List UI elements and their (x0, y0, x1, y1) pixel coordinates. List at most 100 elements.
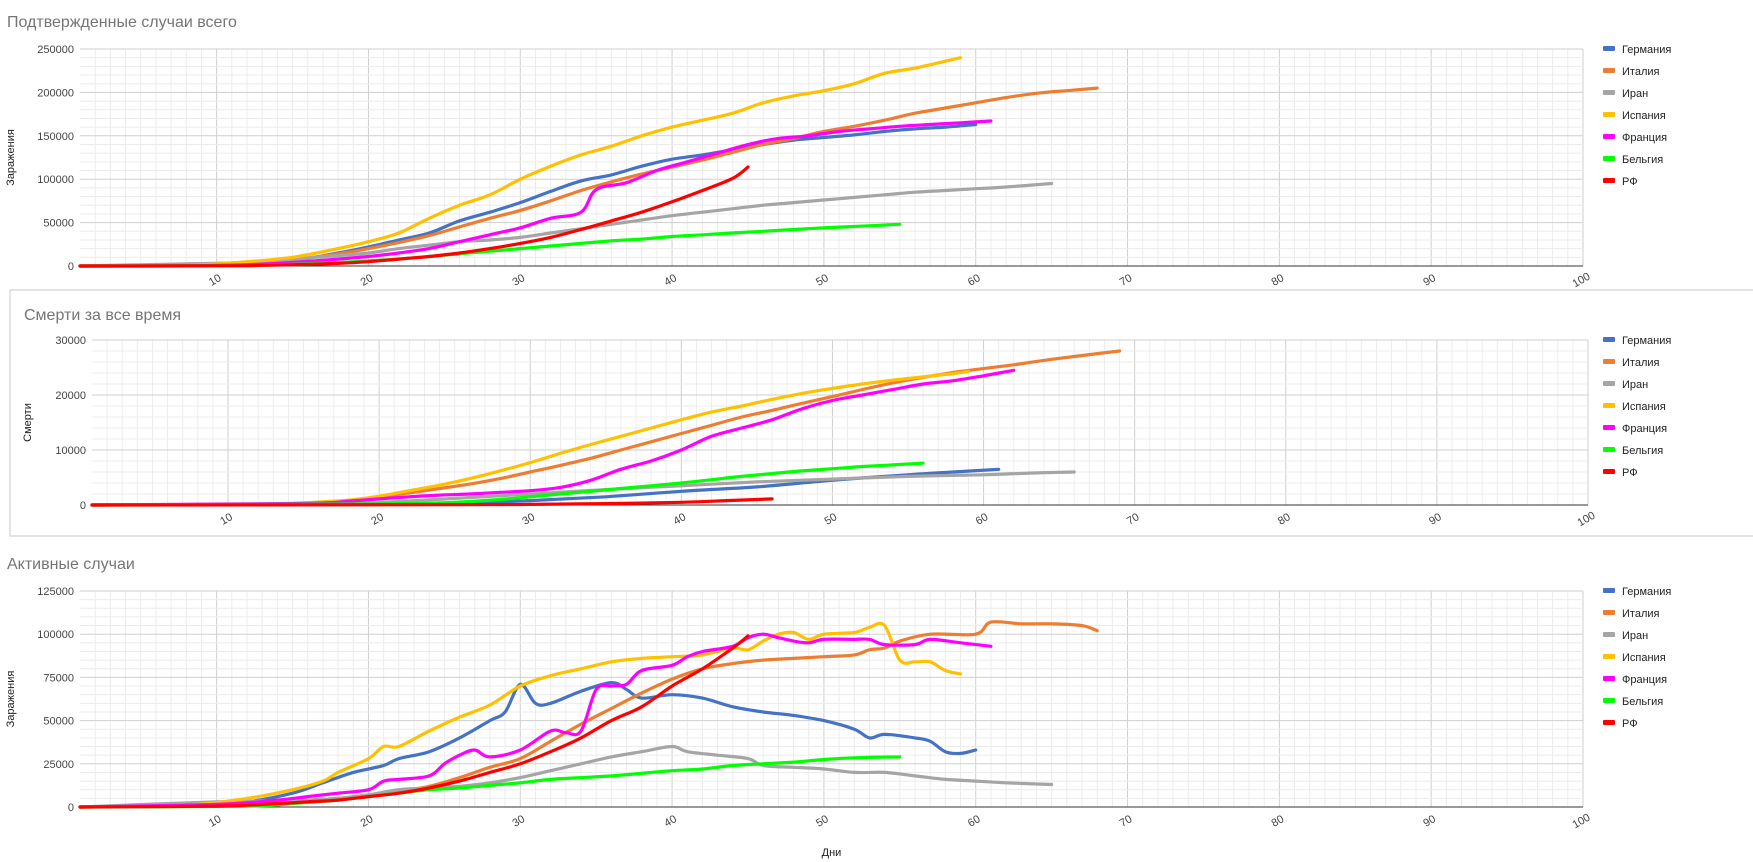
legend-label: Иран (1622, 379, 1648, 391)
legend-swatch (1603, 469, 1615, 474)
y-tick-label: 30000 (55, 335, 86, 347)
legend-label: РФ (1622, 467, 1638, 479)
x-tick-label: 50 (814, 272, 831, 289)
x-tick-label: 20 (359, 272, 376, 289)
legend-label: Испания (1622, 401, 1666, 413)
legend: Германия Италия Иран Испания Франция Бельгия Р… (1603, 44, 1671, 188)
legend-label: Испания (1622, 652, 1666, 664)
chart-title: Активные случаи (7, 556, 135, 573)
y-tick-label: 10000 (55, 445, 86, 457)
x-tick-label: 30 (510, 813, 527, 830)
legend-label: Бельгия (1622, 154, 1663, 166)
legend-swatch (1603, 46, 1615, 51)
series-line (90, 461, 925, 507)
legend-label: Иран (1622, 88, 1648, 100)
legend-label: Италия (1622, 66, 1660, 78)
legend-swatch (1603, 90, 1615, 95)
x-tick-label: 70 (1118, 813, 1135, 830)
x-tick-label: 60 (974, 511, 991, 528)
x-tick-label: 10 (218, 511, 235, 528)
chart-title: Смерти за все время (24, 307, 181, 324)
legend-label: Бельгия (1622, 696, 1663, 708)
x-tick-label: 10 (207, 813, 224, 830)
x-tick-label: 60 (966, 813, 983, 830)
y-tick-label: 150000 (37, 131, 74, 143)
y-tick-label: 125000 (37, 586, 74, 598)
legend-swatch (1603, 359, 1615, 364)
x-tick-label: 70 (1118, 272, 1135, 289)
series-line (90, 470, 1076, 507)
x-tick-label: 40 (662, 813, 679, 830)
series-line (90, 369, 970, 507)
y-tick-label: 20000 (55, 390, 86, 402)
legend: Германия Италия Иран Испания Франция Бельгия Р… (1603, 586, 1671, 730)
series-line (78, 621, 963, 809)
legend-label: Германия (1622, 586, 1671, 598)
series-line (78, 122, 978, 268)
legend-swatch (1603, 403, 1615, 408)
x-tick-label: 100 (1571, 271, 1593, 291)
y-axis-title: Смерти (22, 403, 34, 442)
legend-swatch (1603, 632, 1615, 637)
legend-label: Германия (1622, 44, 1671, 56)
legend-label: РФ (1622, 718, 1638, 730)
y-tick-label: 0 (68, 261, 74, 273)
y-tick-label: 200000 (37, 87, 74, 99)
legend: Германия Италия Иран Испания Франция Бельгия Р… (1603, 335, 1671, 479)
legend-swatch (1603, 134, 1615, 139)
y-tick-label: 50000 (43, 716, 74, 728)
chart-3: Активные случаи 0 25000 50000 75000 100000 125… (5, 556, 1671, 859)
series-line (78, 165, 750, 268)
grid (92, 339, 1589, 506)
series-line (90, 497, 774, 507)
y-axis-title: Заражения (5, 671, 17, 728)
legend-swatch (1603, 425, 1615, 430)
x-tick-label: 50 (823, 511, 840, 528)
x-tick-label: 90 (1427, 511, 1444, 528)
chart-title: Подтвержденные случаи всего (7, 14, 237, 31)
legend-swatch (1603, 720, 1615, 725)
x-axis-title: Дни (822, 847, 842, 859)
series-line (78, 119, 993, 268)
legend-label: Германия (1622, 335, 1671, 347)
y-tick-label: 250000 (37, 44, 74, 56)
series-line (78, 181, 1054, 268)
legend-label: Иран (1622, 630, 1648, 642)
legend-swatch (1603, 447, 1615, 452)
series-line (78, 86, 1099, 268)
x-tick-label: 20 (369, 511, 386, 528)
grid (80, 48, 1584, 267)
series-line (78, 744, 1054, 809)
x-tick-label: 100 (1576, 510, 1598, 530)
y-tick-label: 0 (68, 802, 74, 814)
series-line (90, 368, 1016, 507)
y-tick-label: 100000 (37, 629, 74, 641)
y-tick-label: 25000 (43, 759, 74, 771)
legend-swatch (1603, 654, 1615, 659)
legend-label: Италия (1622, 608, 1660, 620)
x-tick-label: 30 (510, 272, 527, 289)
legend-label: Франция (1622, 423, 1667, 435)
x-tick-label: 100 (1571, 812, 1593, 832)
chart-2: Смерти за все время 0 10000 20000 30000 10 20 3… (9, 289, 1753, 537)
legend-swatch (1603, 68, 1615, 73)
legend-swatch (1603, 676, 1615, 681)
y-axis-title: Заражения (5, 129, 17, 186)
series-line (78, 681, 978, 809)
x-tick-label: 30 (520, 511, 537, 528)
y-tick-label: 75000 (43, 672, 74, 684)
legend-label: Франция (1622, 132, 1667, 144)
x-tick-label: 20 (359, 813, 376, 830)
series-line (78, 56, 963, 268)
series-line (78, 632, 993, 809)
x-tick-label: 90 (1421, 813, 1438, 830)
grid (80, 590, 1584, 808)
legend-label: Испания (1622, 110, 1666, 122)
legend-swatch (1603, 337, 1615, 342)
x-tick-label: 50 (814, 813, 831, 830)
legend-swatch (1603, 112, 1615, 117)
x-tick-label: 80 (1270, 272, 1287, 289)
y-tick-label: 0 (80, 500, 86, 512)
x-tick-label: 40 (662, 272, 679, 289)
